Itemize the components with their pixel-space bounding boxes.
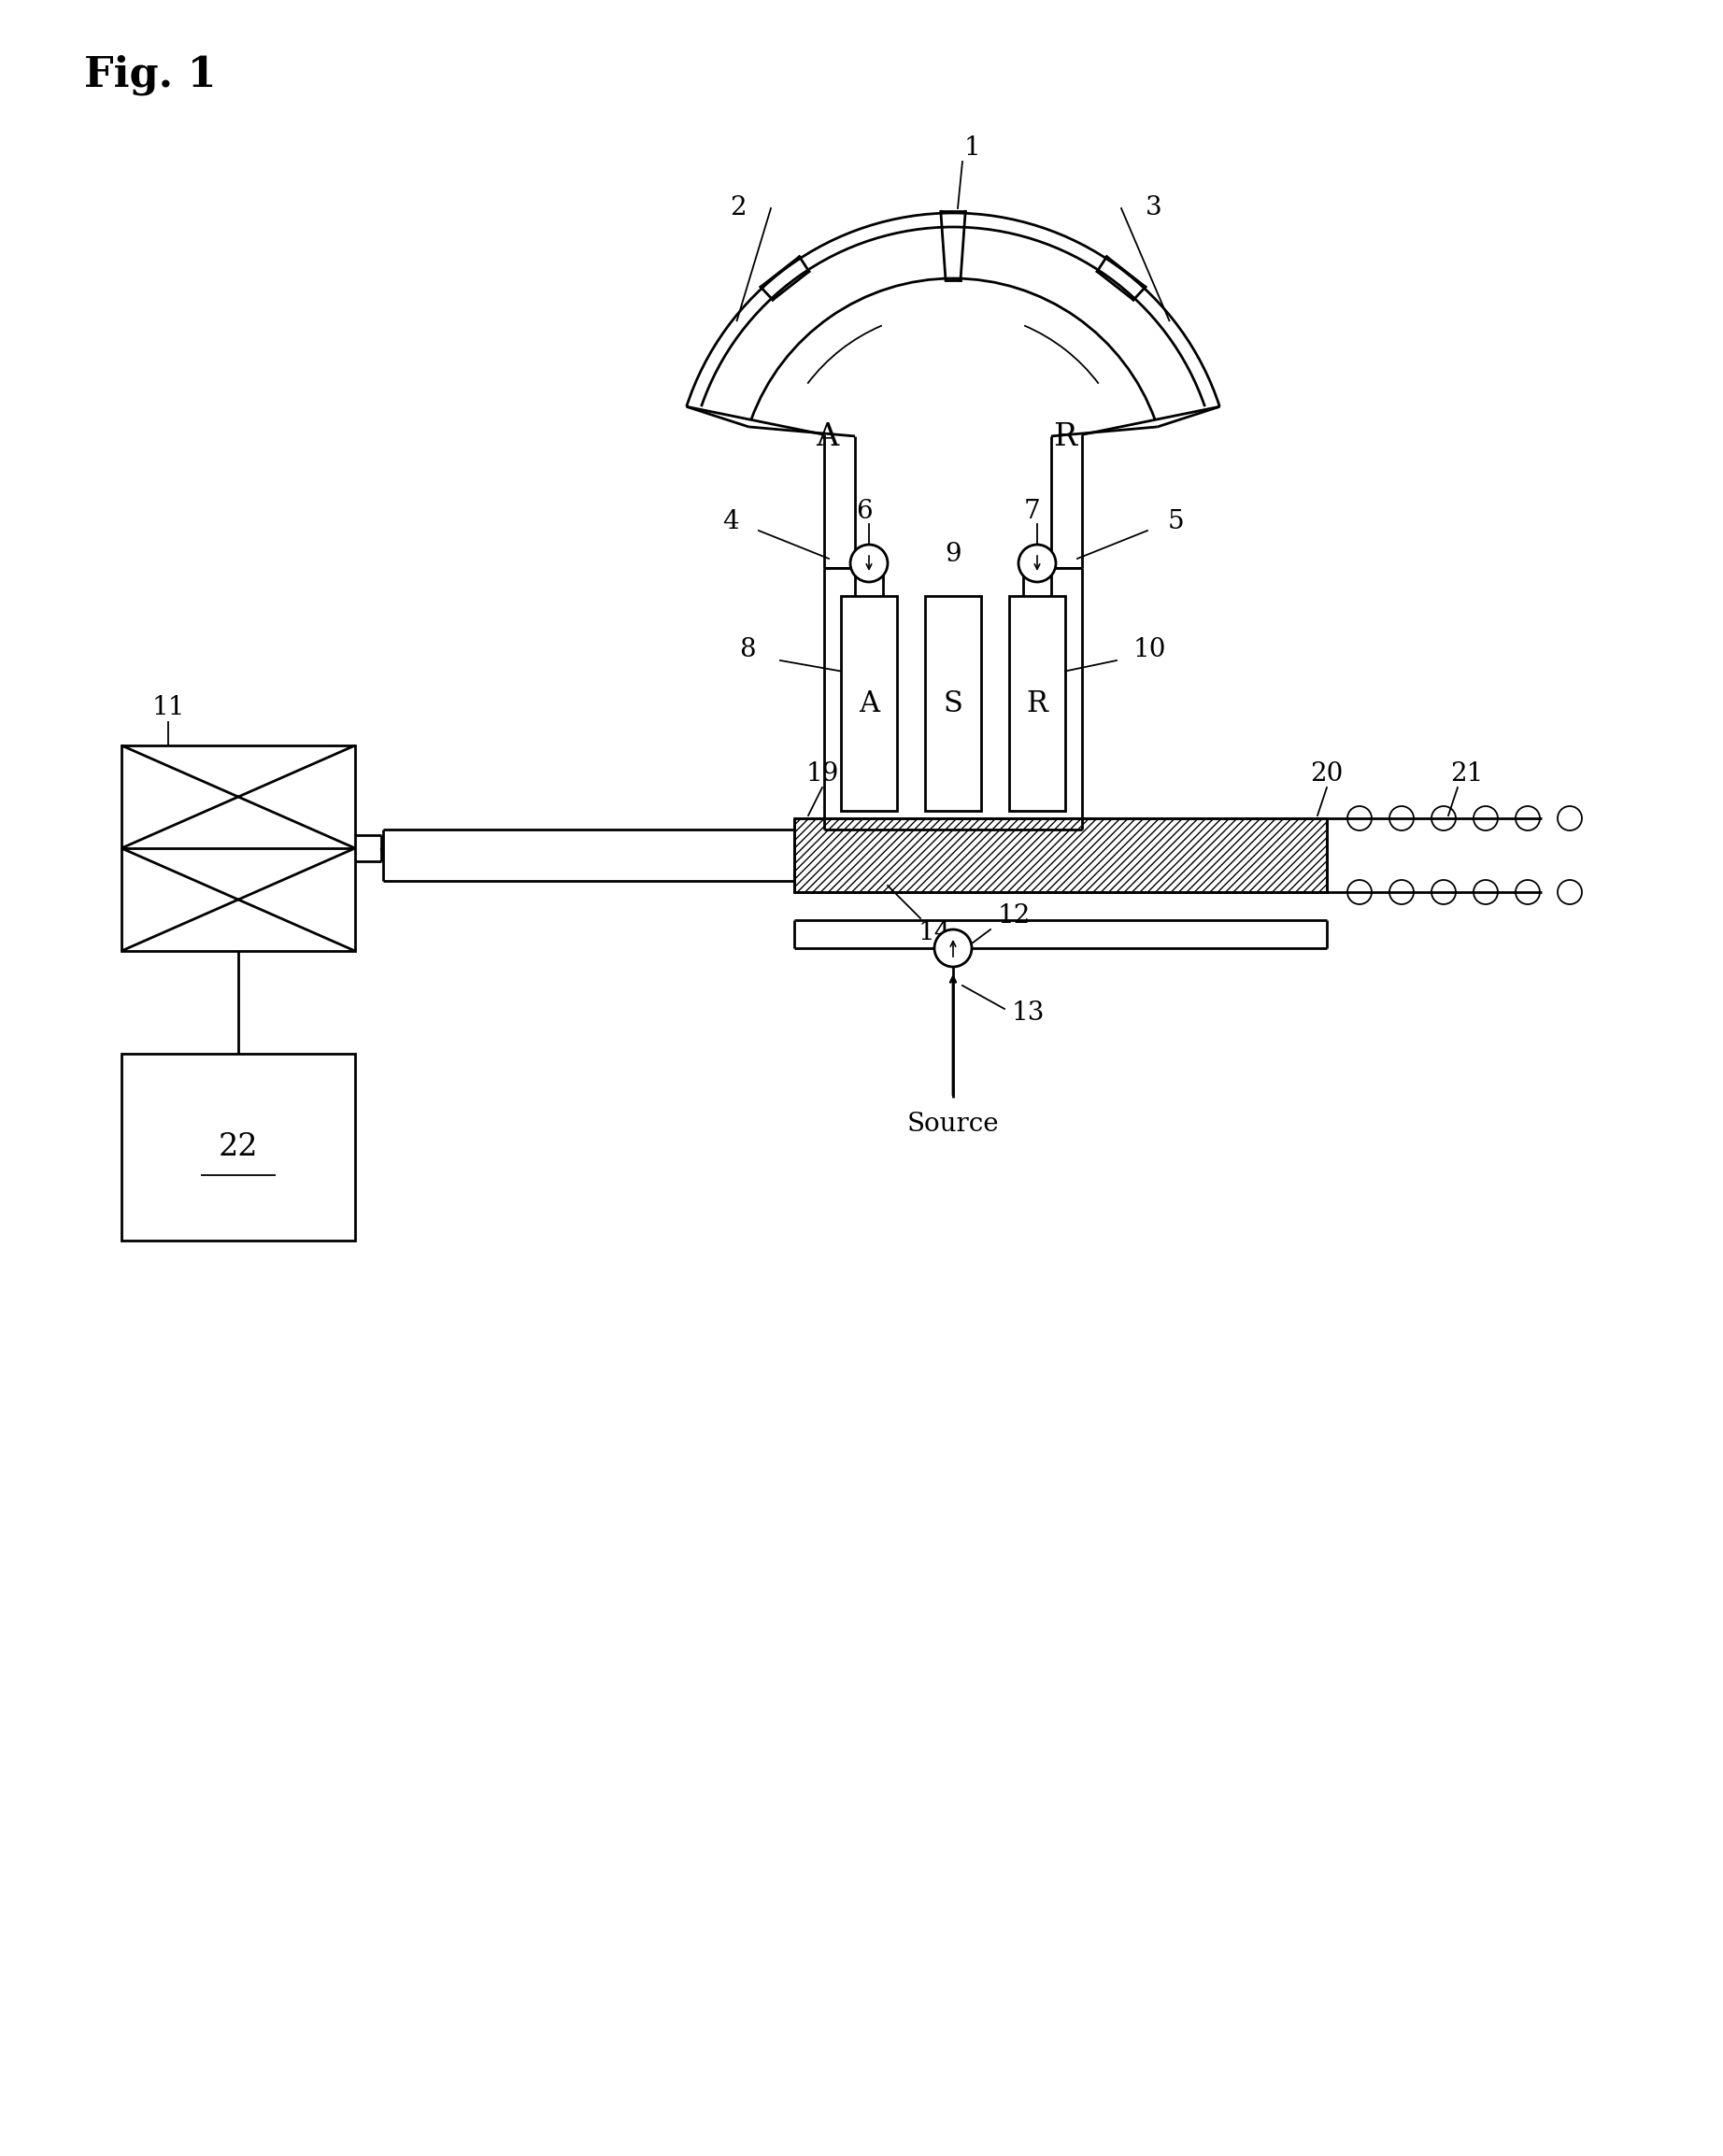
Text: 7: 7 — [1023, 500, 1041, 524]
Text: Fig. 1: Fig. 1 — [84, 54, 217, 95]
Text: 20: 20 — [1309, 761, 1344, 787]
Text: 6: 6 — [856, 500, 872, 524]
Bar — [925, 595, 980, 811]
Text: 14: 14 — [918, 921, 951, 944]
Text: S: S — [942, 690, 963, 718]
Text: A: A — [815, 423, 839, 453]
Text: 21: 21 — [1451, 761, 1484, 787]
Text: A: A — [858, 690, 879, 718]
Bar — [1010, 595, 1065, 811]
Text: Source: Source — [906, 1112, 999, 1136]
Text: 4: 4 — [722, 509, 739, 535]
Circle shape — [849, 545, 887, 582]
Text: 2: 2 — [731, 196, 746, 220]
Bar — [841, 595, 898, 811]
Bar — [121, 746, 355, 951]
Text: 10: 10 — [1132, 636, 1166, 662]
Text: 11: 11 — [152, 696, 184, 720]
Text: 3: 3 — [1146, 196, 1163, 220]
Text: R: R — [1053, 423, 1077, 453]
Text: 5: 5 — [1166, 509, 1184, 535]
Text: R: R — [1027, 690, 1048, 718]
Text: 19: 19 — [806, 761, 839, 787]
Circle shape — [934, 929, 972, 966]
Text: 13: 13 — [1011, 1000, 1044, 1026]
Circle shape — [1018, 545, 1056, 582]
Text: 12: 12 — [998, 903, 1030, 927]
Bar — [121, 1054, 355, 1240]
Text: 22: 22 — [219, 1132, 258, 1162]
Text: 1: 1 — [963, 136, 980, 160]
Bar — [794, 819, 1327, 893]
Text: 8: 8 — [739, 636, 756, 662]
Text: 9: 9 — [944, 541, 961, 567]
